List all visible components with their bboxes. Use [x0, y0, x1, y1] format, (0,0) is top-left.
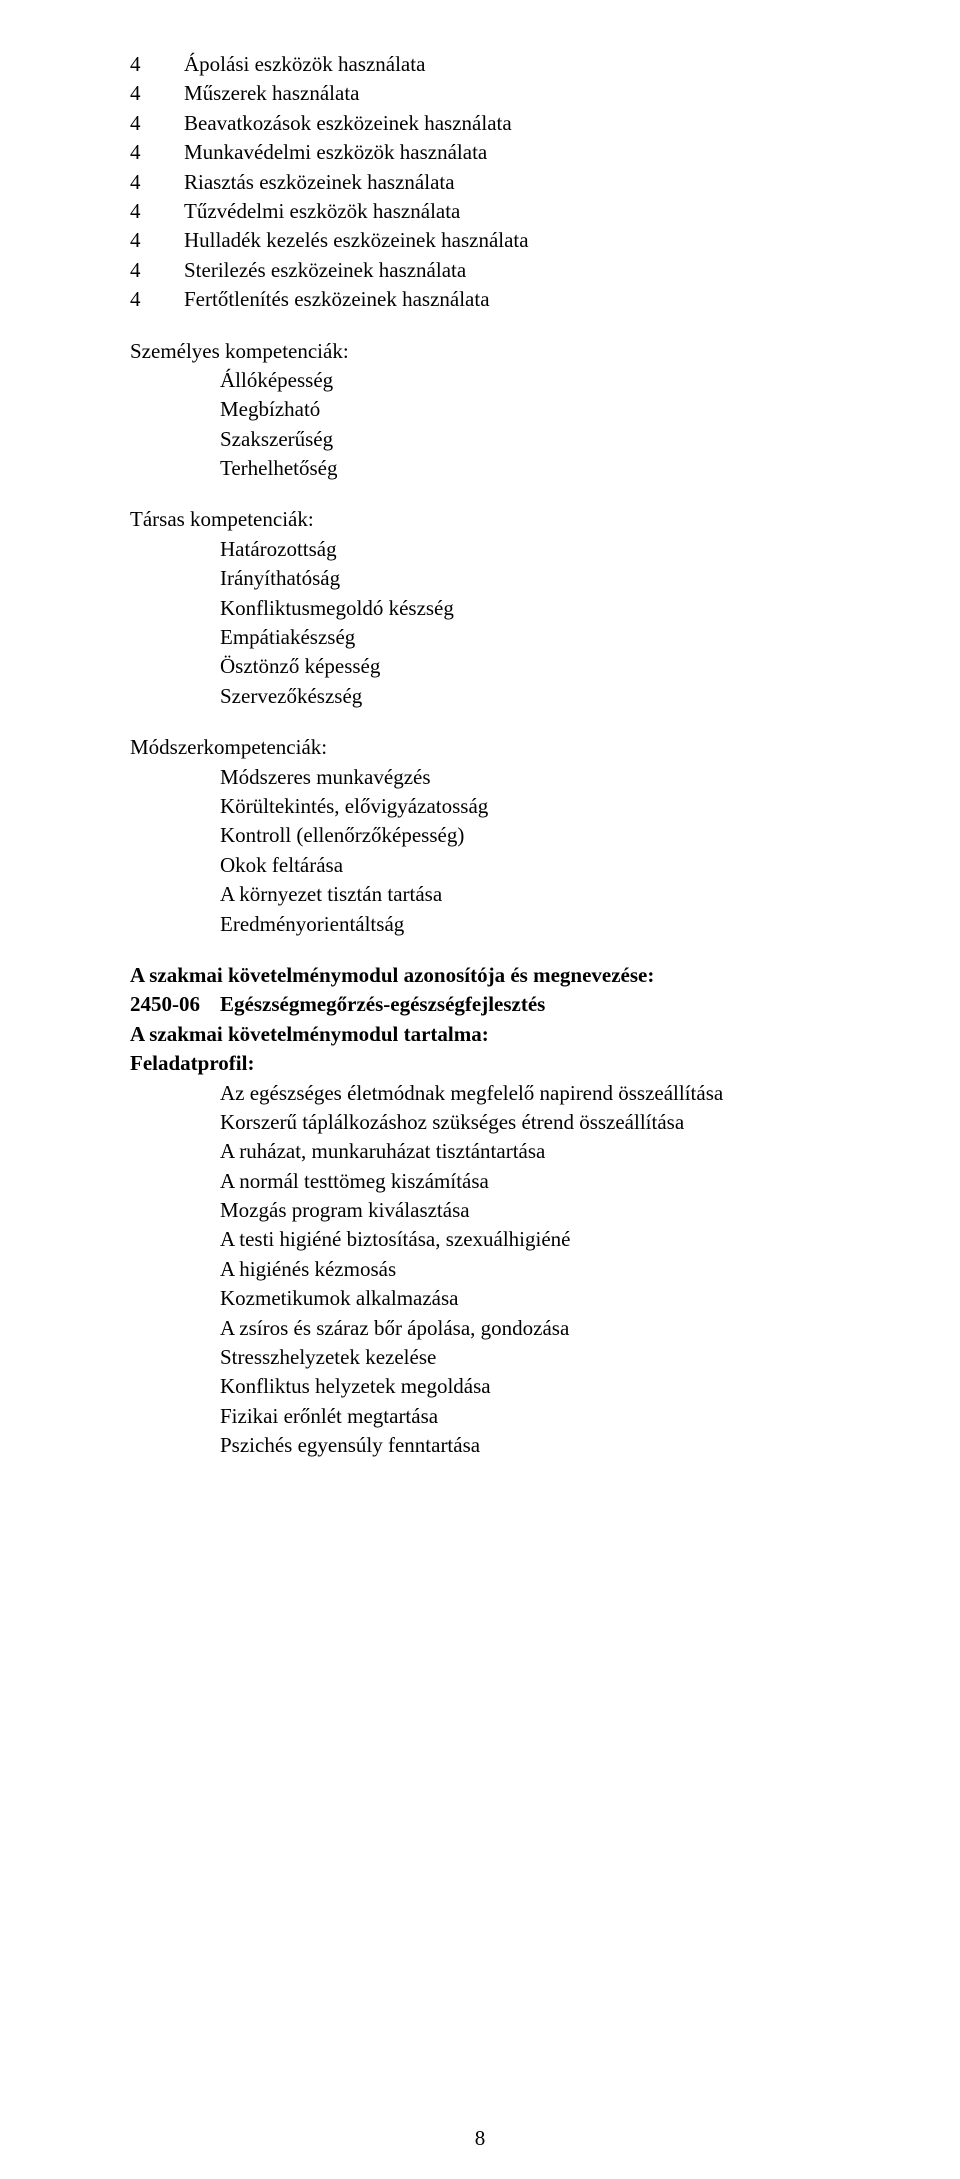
personal-competencies: Személyes kompetenciák: Állóképesség Meg… — [130, 337, 830, 484]
module-content-heading: A szakmai követelménymodul tartalma: — [130, 1020, 830, 1049]
task-item: Konfliktus helyzetek megoldása — [130, 1372, 830, 1401]
competency-item: Megbízható — [130, 395, 830, 424]
competency-item: Terhelhetőség — [130, 454, 830, 483]
competency-item: A környezet tisztán tartása — [130, 880, 830, 909]
level-number: 4 — [130, 138, 184, 167]
list-item: 4 Hulladék kezelés eszközeinek használat… — [130, 226, 830, 255]
item-text: Hulladék kezelés eszközeinek használata — [184, 226, 830, 255]
task-item: Korszerű táplálkozáshoz szükséges étrend… — [130, 1108, 830, 1137]
competency-item: Irányíthatóság — [130, 564, 830, 593]
competency-item: Okok feltárása — [130, 851, 830, 880]
document-page: 4 Ápolási eszközök használata 4 Műszerek… — [0, 0, 960, 2179]
task-item: Stresszhelyzetek kezelése — [130, 1343, 830, 1372]
item-text: Tűzvédelmi eszközök használata — [184, 197, 830, 226]
method-competencies: Módszerkompetenciák: Módszeres munkavégz… — [130, 733, 830, 939]
section-heading: Személyes kompetenciák: — [130, 337, 830, 366]
level-number: 4 — [130, 109, 184, 138]
item-text: Riasztás eszközeinek használata — [184, 168, 830, 197]
competency-item: Körültekintés, elővigyázatosság — [130, 792, 830, 821]
task-item: Kozmetikumok alkalmazása — [130, 1284, 830, 1313]
competency-item: Kontroll (ellenőrzőképesség) — [130, 821, 830, 850]
equipment-usage-list: 4 Ápolási eszközök használata 4 Műszerek… — [130, 50, 830, 315]
competency-item: Konfliktusmegoldó készség — [130, 594, 830, 623]
task-item: A ruházat, munkaruházat tisztántartása — [130, 1137, 830, 1166]
list-item: 4 Ápolási eszközök használata — [130, 50, 830, 79]
item-text: Munkavédelmi eszközök használata — [184, 138, 830, 167]
list-item: 4 Munkavédelmi eszközök használata — [130, 138, 830, 167]
module-code-line: 2450-06Egészségmegőrzés-egészségfejleszt… — [130, 990, 830, 1019]
competency-item: Módszeres munkavégzés — [130, 763, 830, 792]
item-text: Fertőtlenítés eszközeinek használata — [184, 285, 830, 314]
level-number: 4 — [130, 79, 184, 108]
level-number: 4 — [130, 168, 184, 197]
task-item: A normál testtömeg kiszámítása — [130, 1167, 830, 1196]
task-item: Az egészséges életmódnak megfelelő napir… — [130, 1079, 830, 1108]
item-text: Sterilezés eszközeinek használata — [184, 256, 830, 285]
level-number: 4 — [130, 256, 184, 285]
page-number: 8 — [0, 2124, 960, 2153]
module-id-heading: A szakmai követelménymodul azonosítója é… — [130, 961, 830, 990]
competency-item: Szervezőkészség — [130, 682, 830, 711]
task-profile-heading: Feladatprofil: — [130, 1049, 830, 1078]
task-item: Fizikai erőnlét megtartása — [130, 1402, 830, 1431]
competency-item: Ösztönző képesség — [130, 652, 830, 681]
list-item: 4 Tűzvédelmi eszközök használata — [130, 197, 830, 226]
item-text: Beavatkozások eszközeinek használata — [184, 109, 830, 138]
item-text: Műszerek használata — [184, 79, 830, 108]
task-item: A higiénés kézmosás — [130, 1255, 830, 1284]
task-item: Pszichés egyensúly fenntartása — [130, 1431, 830, 1460]
list-item: 4 Műszerek használata — [130, 79, 830, 108]
module-section: A szakmai követelménymodul azonosítója é… — [130, 961, 830, 1461]
module-title: Egészségmegőrzés-egészségfejlesztés — [220, 992, 545, 1016]
competency-item: Empátiakészség — [130, 623, 830, 652]
section-heading: Módszerkompetenciák: — [130, 733, 830, 762]
level-number: 4 — [130, 50, 184, 79]
list-item: 4 Beavatkozások eszközeinek használata — [130, 109, 830, 138]
level-number: 4 — [130, 226, 184, 255]
list-item: 4 Fertőtlenítés eszközeinek használata — [130, 285, 830, 314]
item-text: Ápolási eszközök használata — [184, 50, 830, 79]
level-number: 4 — [130, 285, 184, 314]
task-item: A zsíros és száraz bőr ápolása, gondozás… — [130, 1314, 830, 1343]
social-competencies: Társas kompetenciák: Határozottság Irány… — [130, 505, 830, 711]
competency-item: Eredményorientáltság — [130, 910, 830, 939]
list-item: 4 Sterilezés eszközeinek használata — [130, 256, 830, 285]
competency-item: Határozottság — [130, 535, 830, 564]
competency-item: Szakszerűség — [130, 425, 830, 454]
level-number: 4 — [130, 197, 184, 226]
module-code: 2450-06 — [130, 990, 220, 1019]
competency-item: Állóképesség — [130, 366, 830, 395]
task-item: Mozgás program kiválasztása — [130, 1196, 830, 1225]
list-item: 4 Riasztás eszközeinek használata — [130, 168, 830, 197]
task-item: A testi higiéné biztosítása, szexuálhigi… — [130, 1225, 830, 1254]
section-heading: Társas kompetenciák: — [130, 505, 830, 534]
